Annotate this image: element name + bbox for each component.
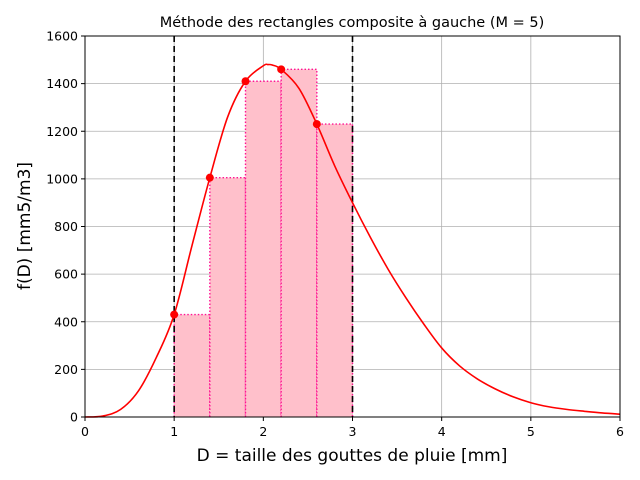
x-tick-label: 5 (527, 424, 535, 439)
sample-point (241, 77, 250, 86)
y-tick-label: 1400 (46, 76, 78, 91)
y-tick-label: 1000 (46, 171, 78, 186)
y-tick-label: 400 (54, 314, 78, 329)
x-axis-label: D = taille des gouttes de pluie [mm] (197, 446, 508, 466)
x-tick-label: 0 (81, 424, 89, 439)
x-tick-label: 1 (170, 424, 178, 439)
sample-point (170, 310, 179, 319)
sample-points (170, 65, 321, 319)
integration-bounds (173, 36, 354, 417)
y-tick-label: 600 (54, 267, 78, 282)
rectangle-3 (245, 81, 282, 418)
y-tick-label: 200 (54, 362, 78, 377)
rectangle-1-outline (173, 313, 211, 417)
x-tick-label: 6 (616, 424, 624, 439)
chart-title: Méthode des rectangles composite à gauch… (160, 15, 545, 31)
rectangle-1 (174, 314, 210, 417)
x-tick-label: 2 (259, 424, 267, 439)
y-tick-label: 1600 (46, 29, 78, 44)
curve-line (84, 63, 621, 418)
sample-point (277, 65, 286, 74)
y-tick-label: 800 (54, 219, 78, 234)
sample-point (205, 173, 214, 182)
rectangle-5 (316, 124, 353, 417)
sample-point (312, 120, 321, 129)
rectangle-2 (209, 177, 246, 417)
curve-layer (84, 63, 621, 418)
y-axis-label: f(D) [mm5/m3] (15, 162, 35, 290)
y-tick-label: 0 (70, 410, 78, 425)
axis-ticks: 0 1 2 3 4 5 6 0 200 400 600 800 1000 1200 1400 1600 (46, 29, 624, 440)
y-tick-label: 1200 (46, 124, 78, 139)
rectangle-4-outline (280, 68, 318, 417)
rectangle-2-outline (209, 176, 247, 417)
rectangles (173, 68, 354, 418)
x-tick-label: 3 (349, 424, 357, 439)
rectangle-4 (281, 69, 317, 418)
x-tick-label: 4 (438, 424, 446, 439)
